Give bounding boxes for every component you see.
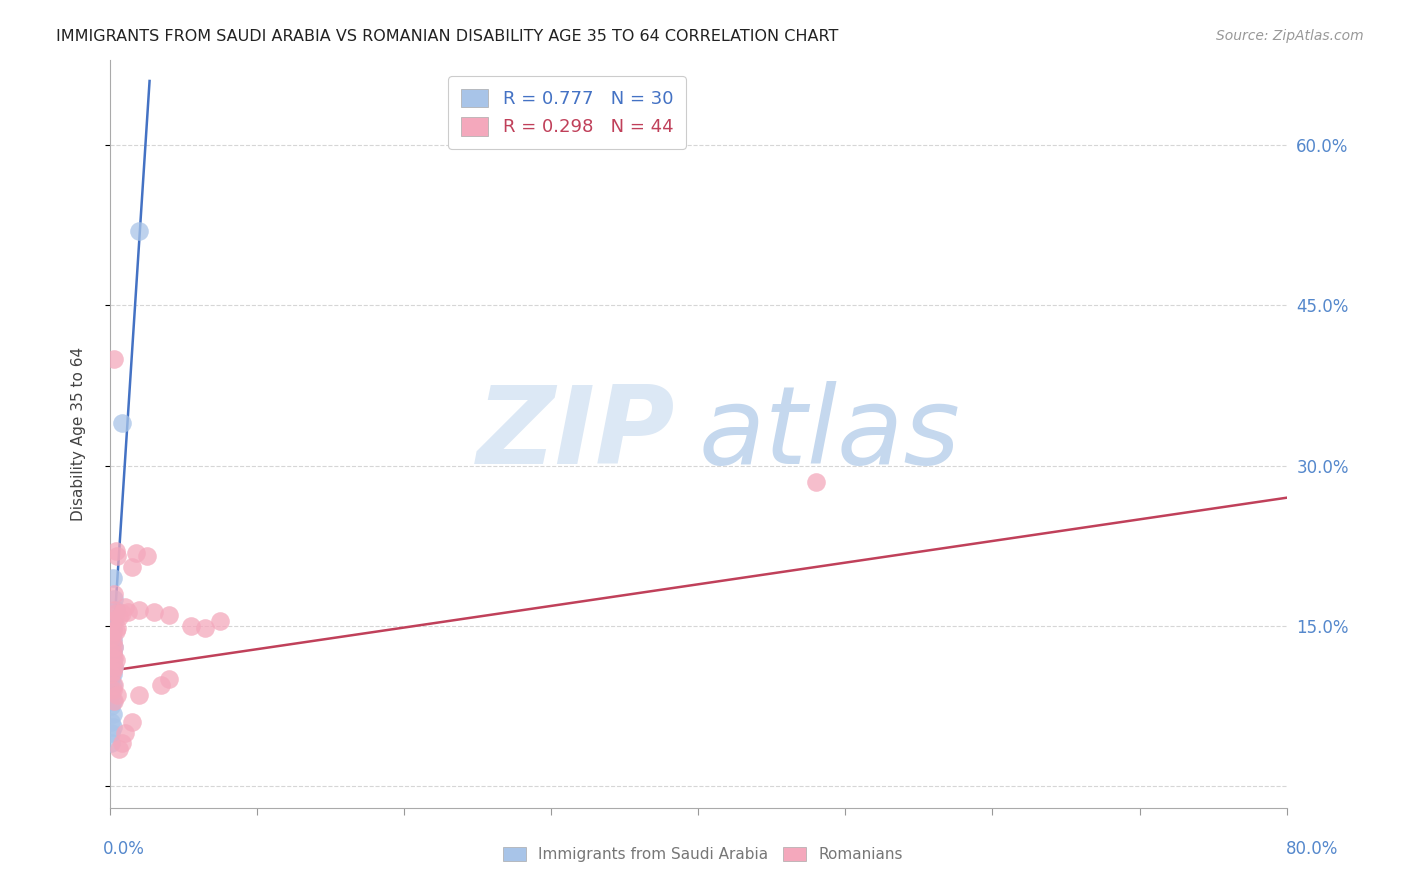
Point: [101, 678, 124, 692]
Point: [100, 657, 122, 671]
Point: [157, 608, 180, 623]
Point: [105, 549, 128, 564]
Point: [103, 592, 125, 607]
Legend: R = 0.777   N = 30, R = 0.298   N = 44: R = 0.777 N = 30, R = 0.298 N = 44: [449, 76, 686, 149]
Point: [100, 715, 122, 730]
Point: [110, 737, 132, 751]
Point: [104, 624, 127, 639]
Point: [121, 560, 143, 574]
Point: [128, 689, 150, 703]
Point: [157, 673, 180, 687]
Point: [104, 544, 127, 558]
Point: [121, 715, 143, 730]
Point: [103, 651, 125, 665]
Text: Source: ZipAtlas.com: Source: ZipAtlas.com: [1216, 29, 1364, 43]
Point: [101, 683, 124, 698]
Point: [128, 223, 150, 237]
Point: [103, 678, 125, 692]
Point: [100, 737, 122, 751]
Point: [103, 603, 125, 617]
Point: [101, 632, 124, 646]
Point: [103, 659, 125, 673]
Text: ZIP: ZIP: [477, 381, 675, 487]
Point: [804, 475, 827, 489]
Point: [150, 678, 173, 692]
Point: [101, 653, 124, 667]
Point: [101, 694, 124, 708]
Point: [104, 653, 127, 667]
Point: [101, 624, 124, 639]
Point: [128, 603, 150, 617]
Point: [114, 726, 136, 740]
Point: [135, 549, 157, 564]
Point: [104, 603, 127, 617]
Point: [103, 614, 125, 628]
Y-axis label: Disability Age 35 to 64: Disability Age 35 to 64: [72, 347, 86, 521]
Point: [105, 689, 128, 703]
Point: [101, 664, 124, 678]
Point: [107, 742, 129, 756]
Point: [100, 630, 122, 644]
Point: [100, 627, 122, 641]
Point: [101, 667, 124, 681]
Point: [125, 546, 148, 560]
Point: [110, 606, 132, 620]
Point: [101, 635, 124, 649]
Point: [103, 694, 125, 708]
Point: [180, 619, 202, 633]
Legend: Immigrants from Saudi Arabia, Romanians: Immigrants from Saudi Arabia, Romanians: [496, 841, 910, 868]
Point: [194, 621, 217, 635]
Point: [103, 640, 125, 655]
Text: 0.0%: 0.0%: [103, 840, 145, 858]
Text: 80.0%: 80.0%: [1286, 840, 1339, 858]
Point: [100, 673, 122, 687]
Text: atlas: atlas: [699, 381, 960, 486]
Point: [103, 587, 125, 601]
Point: [105, 621, 128, 635]
Point: [107, 610, 129, 624]
Text: IMMIGRANTS FROM SAUDI ARABIA VS ROMANIAN DISABILITY AGE 35 TO 64 CORRELATION CHA: IMMIGRANTS FROM SAUDI ARABIA VS ROMANIAN…: [56, 29, 838, 44]
Point: [101, 662, 124, 676]
Point: [100, 689, 122, 703]
Point: [101, 646, 124, 660]
Point: [103, 640, 125, 655]
Point: [100, 699, 122, 714]
Point: [101, 571, 124, 585]
Point: [143, 605, 166, 619]
Point: [101, 621, 124, 635]
Point: [100, 651, 122, 665]
Point: [114, 599, 136, 614]
Point: [100, 642, 122, 657]
Point: [209, 614, 232, 628]
Point: [103, 659, 125, 673]
Point: [103, 351, 125, 366]
Point: [100, 664, 122, 678]
Point: [100, 726, 122, 740]
Point: [101, 706, 124, 721]
Point: [110, 416, 132, 430]
Point: [100, 683, 122, 698]
Point: [100, 667, 122, 681]
Point: [100, 614, 122, 628]
Point: [101, 721, 124, 735]
Point: [104, 606, 127, 620]
Point: [101, 646, 124, 660]
Point: [117, 605, 139, 619]
